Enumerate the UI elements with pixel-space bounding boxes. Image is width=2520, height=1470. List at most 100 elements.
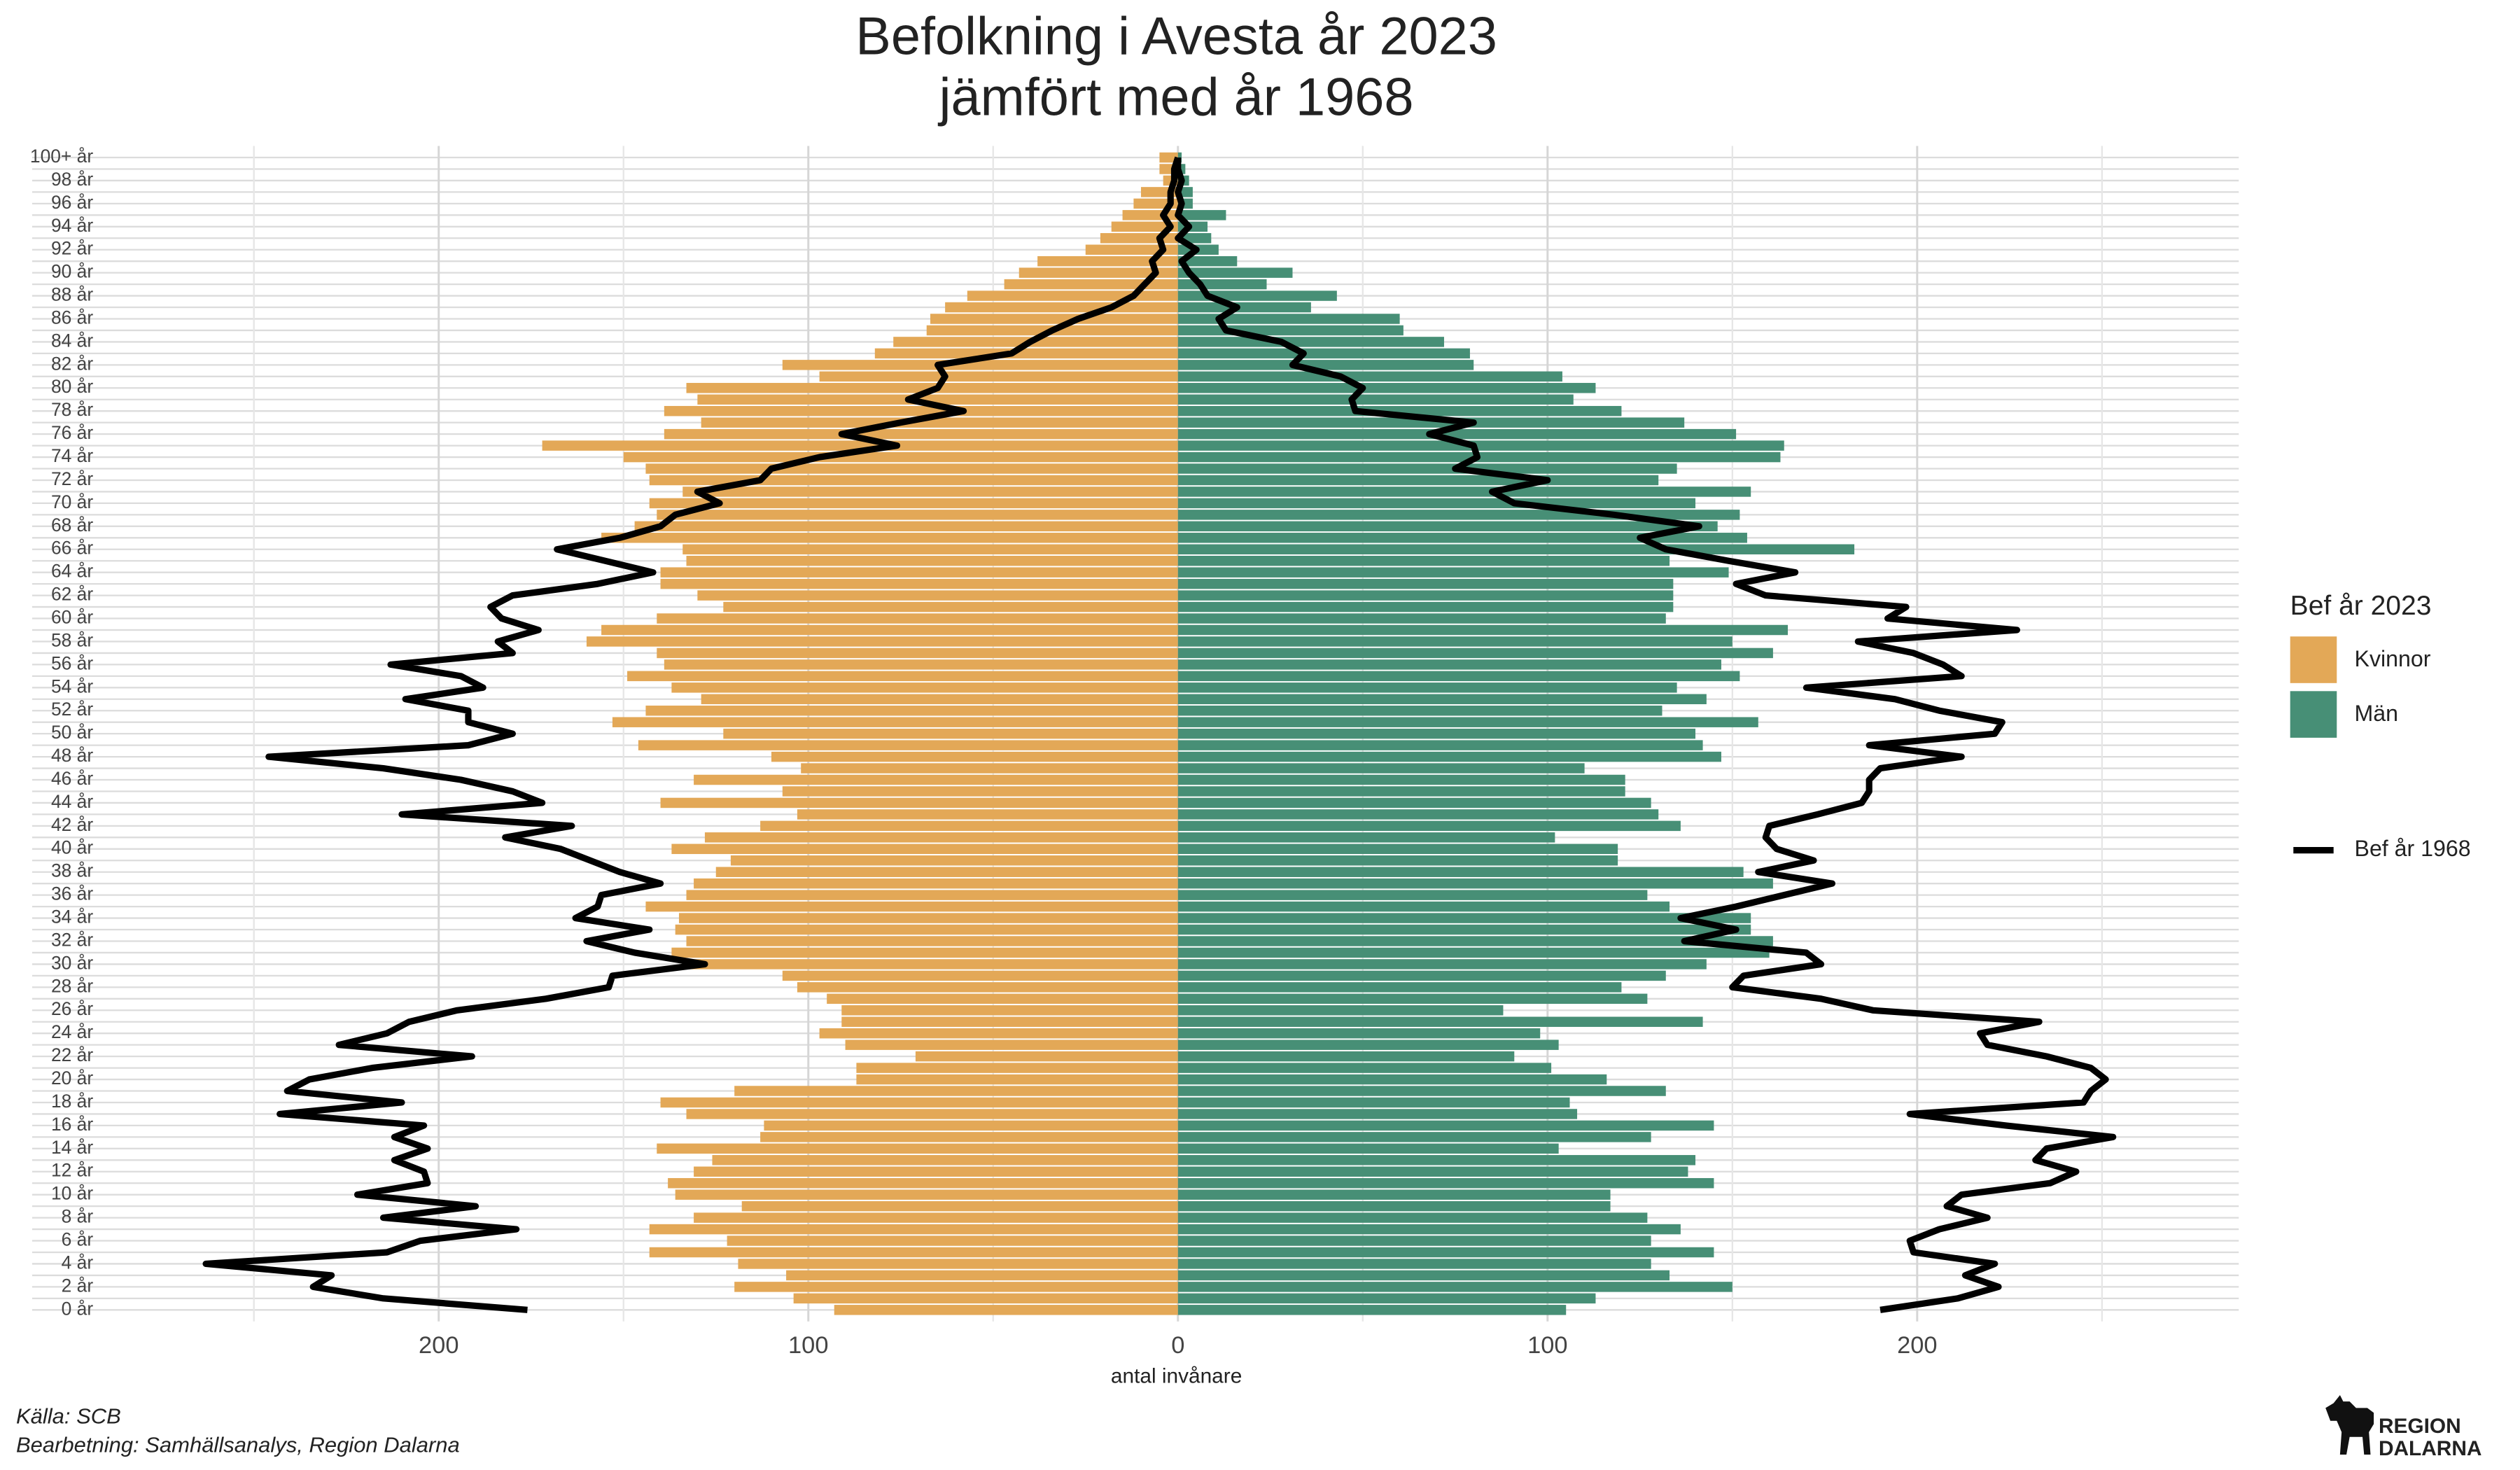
bar [1177, 1236, 1651, 1246]
bar [1177, 302, 1311, 313]
bar [678, 913, 1178, 923]
bar [1177, 1040, 1559, 1050]
bar [1177, 1259, 1651, 1269]
bar [1177, 521, 1718, 532]
bar [682, 486, 1178, 497]
bar [1177, 1028, 1541, 1039]
bar [1177, 832, 1555, 843]
y-tick-label: 78 år [51, 399, 93, 420]
bar [1177, 682, 1677, 693]
bar [1159, 152, 1178, 163]
legend-label: Män [2355, 701, 2398, 726]
bar [1018, 267, 1178, 278]
y-tick-label: 56 år [51, 652, 93, 673]
chart-title: jämfört med år 1968 [938, 68, 1414, 127]
bar [697, 590, 1178, 601]
bar [1177, 763, 1585, 774]
y-tick-label: 8 år [62, 1206, 94, 1227]
logo: REGION DALARNA [2325, 1395, 2482, 1460]
logo-text: REGION [2379, 1415, 2461, 1438]
bar [686, 936, 1178, 946]
bar [645, 463, 1178, 474]
bar [660, 797, 1178, 808]
bar [701, 694, 1178, 705]
bar [741, 1200, 1178, 1212]
bar [730, 855, 1178, 866]
y-tick-label: 98 år [51, 169, 93, 190]
bar [771, 751, 1178, 762]
logo-horse [2325, 1395, 2374, 1455]
bar [664, 405, 1178, 416]
bar [1177, 325, 1404, 336]
bar [1177, 797, 1651, 808]
bar [682, 959, 1178, 969]
bar [1177, 774, 1625, 785]
bar [1177, 878, 1773, 889]
bar [1177, 694, 1707, 705]
bar [1177, 809, 1659, 820]
bar [694, 1166, 1178, 1177]
bar [1177, 624, 1788, 636]
bar [1177, 1086, 1666, 1096]
bar [1177, 613, 1666, 624]
bar [1177, 924, 1751, 935]
y-tick-label: 66 år [51, 538, 93, 559]
bar [657, 613, 1178, 624]
bar [1177, 164, 1186, 174]
bar [657, 1143, 1178, 1154]
bar [1177, 394, 1574, 405]
bar [1177, 947, 1770, 958]
y-tick-label: 20 år [51, 1068, 93, 1088]
bar [1177, 279, 1267, 290]
bar [675, 1189, 1178, 1200]
bar [638, 740, 1178, 750]
bar [738, 1259, 1178, 1269]
bar [649, 498, 1178, 509]
bar [1177, 555, 1670, 566]
x-tick-label: 200 [1897, 1332, 1937, 1359]
bar [874, 348, 1178, 359]
bar [660, 567, 1178, 578]
bar [1177, 210, 1226, 220]
bar [675, 924, 1178, 935]
bar [660, 1097, 1178, 1108]
bar [686, 1109, 1178, 1119]
y-tick-label: 40 år [51, 837, 93, 858]
bar [1177, 463, 1677, 474]
bar [1177, 417, 1685, 428]
y-tick-label: 30 år [51, 952, 93, 973]
bar [542, 440, 1178, 451]
bar [967, 290, 1178, 301]
legend-label: Kvinnor [2355, 646, 2431, 671]
y-tick-label: 48 år [51, 745, 93, 766]
y-tick-label: 50 år [51, 722, 93, 743]
bar [1177, 993, 1648, 1004]
x-tick-label: 0 [1171, 1332, 1184, 1359]
bar-series [542, 152, 1178, 1315]
legend-title: Bef år 2023 [2290, 591, 2432, 621]
y-tick-label: 12 år [51, 1160, 93, 1181]
bar [657, 510, 1178, 520]
y-tick-label: 52 år [51, 699, 93, 720]
bar [601, 533, 1178, 543]
bar [764, 1120, 1178, 1131]
bar [1177, 751, 1721, 762]
bar [1177, 1177, 1714, 1189]
line [1175, 158, 2117, 1313]
legend-swatch [2290, 691, 2337, 738]
x-tick-label: 100 [1527, 1332, 1567, 1359]
bar [1177, 844, 1618, 855]
bar [623, 451, 1178, 463]
y-tick-label: 100+ år [30, 146, 93, 167]
bar [1177, 428, 1737, 440]
bar [1177, 1305, 1567, 1315]
bar [845, 1040, 1178, 1050]
bar [1177, 337, 1444, 347]
bar [1177, 890, 1648, 900]
bar [793, 1293, 1178, 1304]
bar [1177, 1016, 1703, 1027]
bar [1177, 1120, 1714, 1131]
y-tick-label: 54 år [51, 676, 93, 696]
bar [782, 970, 1178, 981]
